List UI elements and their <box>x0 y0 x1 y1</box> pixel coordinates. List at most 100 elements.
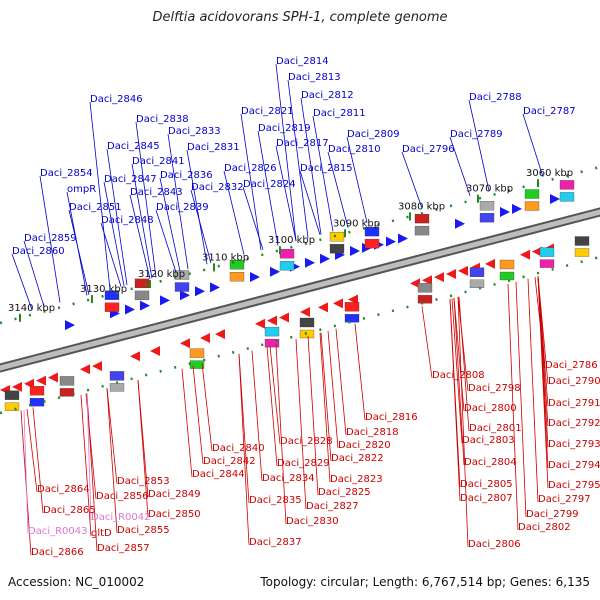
forward-gene-label: Daci_2810 <box>328 144 381 155</box>
forward-gene-label: Daci_2824 <box>243 179 296 190</box>
forward-arrow <box>455 218 465 229</box>
leader-line <box>89 101 111 290</box>
feature-block <box>229 272 245 282</box>
leader-line <box>129 194 151 280</box>
forward-gene-label: Daci_2847 <box>104 174 157 185</box>
feature-block <box>109 383 125 392</box>
forward-gene-label: Daci_2838 <box>136 114 189 125</box>
feature-block <box>104 302 120 312</box>
reverse-gene-label: Daci_2818 <box>346 427 399 438</box>
gene-labels: Daci_2814Daci_2813Daci_2812Daci_2811Daci… <box>12 56 600 558</box>
leader-line <box>181 368 193 478</box>
reverse-gene-label: Daci_2798 <box>468 383 521 394</box>
forward-gene-label: Daci_2843 <box>130 187 183 198</box>
accession-label: Accession: NC_010002 <box>8 575 145 589</box>
leader-line <box>257 130 279 246</box>
forward-gene-label: Daci_2846 <box>90 94 143 105</box>
leader-line <box>223 170 245 255</box>
feature-block <box>414 213 430 224</box>
reverse-gene-label: Daci_2823 <box>330 474 383 485</box>
feature-block <box>524 189 540 199</box>
forward-gene-label: Daci_2854 <box>40 168 93 179</box>
leader-line <box>86 393 92 521</box>
feature-block <box>264 338 280 348</box>
forward-arrow <box>500 207 510 217</box>
forward-arrow <box>65 320 75 331</box>
feature-block <box>264 326 280 337</box>
leader-line <box>401 151 423 209</box>
reverse-gene-label: Daci_2805 <box>460 479 513 490</box>
forward-gene-label: Daci_2833 <box>168 126 221 137</box>
reverse-gene-label: Daci_2786 <box>545 360 598 371</box>
forward-gene-label: Daci_2859 <box>24 233 77 244</box>
leader-line <box>527 278 539 503</box>
feature-block <box>104 290 120 300</box>
reverse-gene-label: Daci_2837 <box>249 537 302 548</box>
leader-line <box>11 253 33 310</box>
rna-gene-label: Daci_R0043 <box>28 526 88 537</box>
leader-line <box>251 350 263 482</box>
reverse-gene-label: Daci_2803 <box>462 435 515 446</box>
reverse-arrow <box>180 338 190 349</box>
feature-block <box>524 201 540 211</box>
tick-label: 3060 kbp <box>526 168 573 179</box>
reverse-arrow <box>80 364 90 375</box>
reverse-arrow <box>36 375 46 386</box>
feature-block <box>469 279 485 288</box>
forward-arrow <box>160 295 170 306</box>
forward-gene-label: Daci_2789 <box>450 129 503 140</box>
tick-label: 3120 kbp <box>138 269 185 280</box>
tick-label: 3090 kbp <box>333 218 380 229</box>
feature-block <box>174 270 190 280</box>
leader-line <box>106 388 118 534</box>
leader-line <box>457 296 469 548</box>
forward-arrow <box>350 246 360 256</box>
reverse-gene-label: Daci_2804 <box>464 457 517 468</box>
leader-line <box>106 148 128 286</box>
feature-block <box>417 283 433 293</box>
leader-line <box>80 394 92 537</box>
reverse-gene-label: Daci_2857 <box>97 543 150 554</box>
reverse-gene-label: Daci_2794 <box>548 460 600 471</box>
reverse-arrow <box>92 361 102 372</box>
leader-line <box>319 332 331 483</box>
leader-line <box>23 240 45 307</box>
tick-label: 3100 kbp <box>268 235 315 246</box>
feature-block <box>499 271 515 281</box>
label-leaders <box>11 63 549 556</box>
leader-line <box>307 335 319 496</box>
leader-line <box>507 283 519 531</box>
reverse-gene-label: Daci_2835 <box>249 495 302 506</box>
forward-gene-label: Daci_2848 <box>101 215 154 226</box>
feature-block <box>134 278 150 289</box>
leader-line <box>275 344 287 525</box>
feature-block <box>329 232 345 242</box>
leader-line <box>240 113 262 251</box>
reverse-arrow <box>12 381 22 392</box>
forward-gene-label: Daci_2815 <box>300 163 353 174</box>
feature-block <box>469 267 485 277</box>
reverse-gene-label: Daci_2849 <box>148 489 201 500</box>
forward-arrow <box>125 304 135 315</box>
reverse-gene-label: Daci_2827 <box>306 501 359 512</box>
feature-block <box>299 317 315 328</box>
forward-gene-label: Daci_2860 <box>12 246 65 257</box>
leader-line <box>275 63 297 242</box>
feature-block <box>59 376 75 386</box>
forward-gene-label: Daci_2809 <box>347 129 400 140</box>
forward-arrow <box>305 257 315 268</box>
leader-line <box>449 298 461 502</box>
feature-block <box>479 213 495 223</box>
tick-label: 3130 kbp <box>80 284 127 295</box>
leader-line <box>238 353 250 546</box>
reverse-gene-label: Daci_2856 <box>96 491 149 502</box>
feature-block <box>417 295 433 304</box>
reverse-gene-label: Daci_2799 <box>526 509 579 520</box>
reverse-gene-label: Daci_2855 <box>117 525 170 536</box>
leader-line <box>159 177 181 272</box>
leader-line <box>32 407 44 514</box>
reverse-arrow <box>279 312 289 323</box>
leader-line <box>86 393 98 552</box>
leader-line <box>39 175 61 303</box>
forward-arrow <box>550 194 560 204</box>
